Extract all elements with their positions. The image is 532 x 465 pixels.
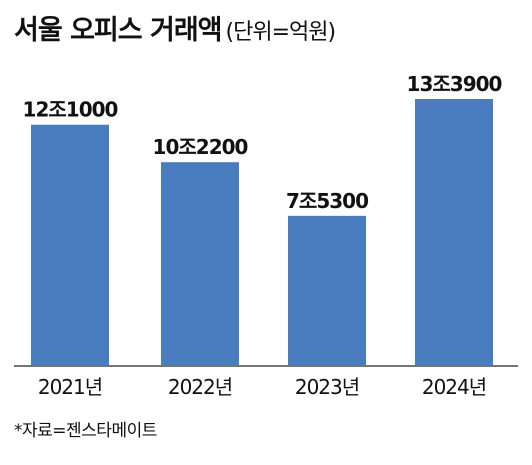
data-label-1: 10조2200 xyxy=(153,135,248,159)
source-note: *자료=젠스타메이트 xyxy=(14,421,157,441)
data-label-0: 12조1000 xyxy=(23,98,118,122)
bar-0 xyxy=(31,124,109,366)
bar-2 xyxy=(288,215,366,366)
x-tick-label-1: 2022년 xyxy=(168,375,232,399)
x-tick-label-2: 2023년 xyxy=(295,375,359,399)
bar-1 xyxy=(161,162,239,366)
chart-title: 서울 오피스 거래액 xyxy=(14,15,223,46)
chart-unit: (단위=억원) xyxy=(225,20,337,45)
x-tick-label-0: 2021년 xyxy=(38,375,102,399)
bar-3 xyxy=(415,99,493,366)
data-label-3: 13조3900 xyxy=(407,72,502,96)
x-tick-label-3: 2024년 xyxy=(422,375,486,399)
chart-title-block: 서울 오피스 거래액 (단위=억원) xyxy=(14,8,337,47)
data-label-2: 7조5300 xyxy=(286,189,368,213)
